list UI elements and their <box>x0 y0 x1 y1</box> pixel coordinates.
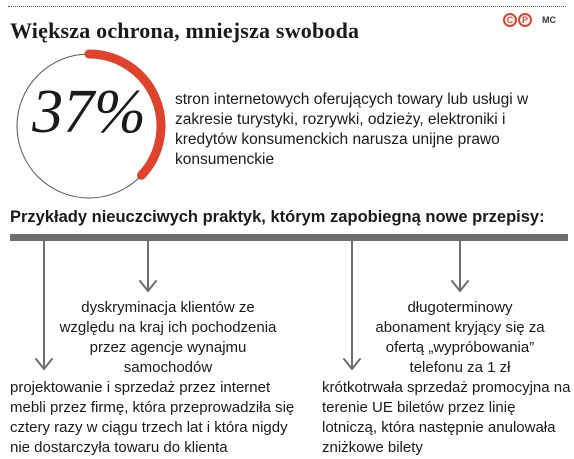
logo-letter-c: C <box>503 13 517 27</box>
practice-item-car-rental: dyskryminacja klientów ze względu na kra… <box>59 299 277 376</box>
timeline-bar <box>10 234 568 241</box>
practice-item-airline: krótkotrwała sprzedaż promocyjna na tere… <box>322 379 571 456</box>
timeline-arrows <box>35 241 469 370</box>
practice-item-furniture: projektowanie i sprzedaż przez internet … <box>10 379 295 456</box>
logo-mark: C P <box>503 13 532 27</box>
stat-value: 37% <box>32 78 146 146</box>
practice-item-phone-subscription: długoterminowy abonament kryjący się za … <box>375 299 545 376</box>
page-title: Większa ochrona, mniejsza swoboda <box>10 18 360 43</box>
arrow-3 <box>343 241 361 370</box>
arrow-4 <box>451 241 469 292</box>
stat-description: stron internetowych oferujących towary l… <box>175 91 529 168</box>
publisher-logo: C P MC <box>503 13 556 27</box>
percentage-ring <box>16 49 166 199</box>
top-divider <box>8 6 566 7</box>
arrow-1 <box>35 241 53 370</box>
author-credit: MC <box>542 15 556 25</box>
logo-letter-p: P <box>518 13 532 27</box>
ring-progress-arc <box>84 49 166 180</box>
arrow-2 <box>139 241 157 292</box>
section-heading: Przykłady nieuczciwych praktyk, którym z… <box>10 208 545 226</box>
